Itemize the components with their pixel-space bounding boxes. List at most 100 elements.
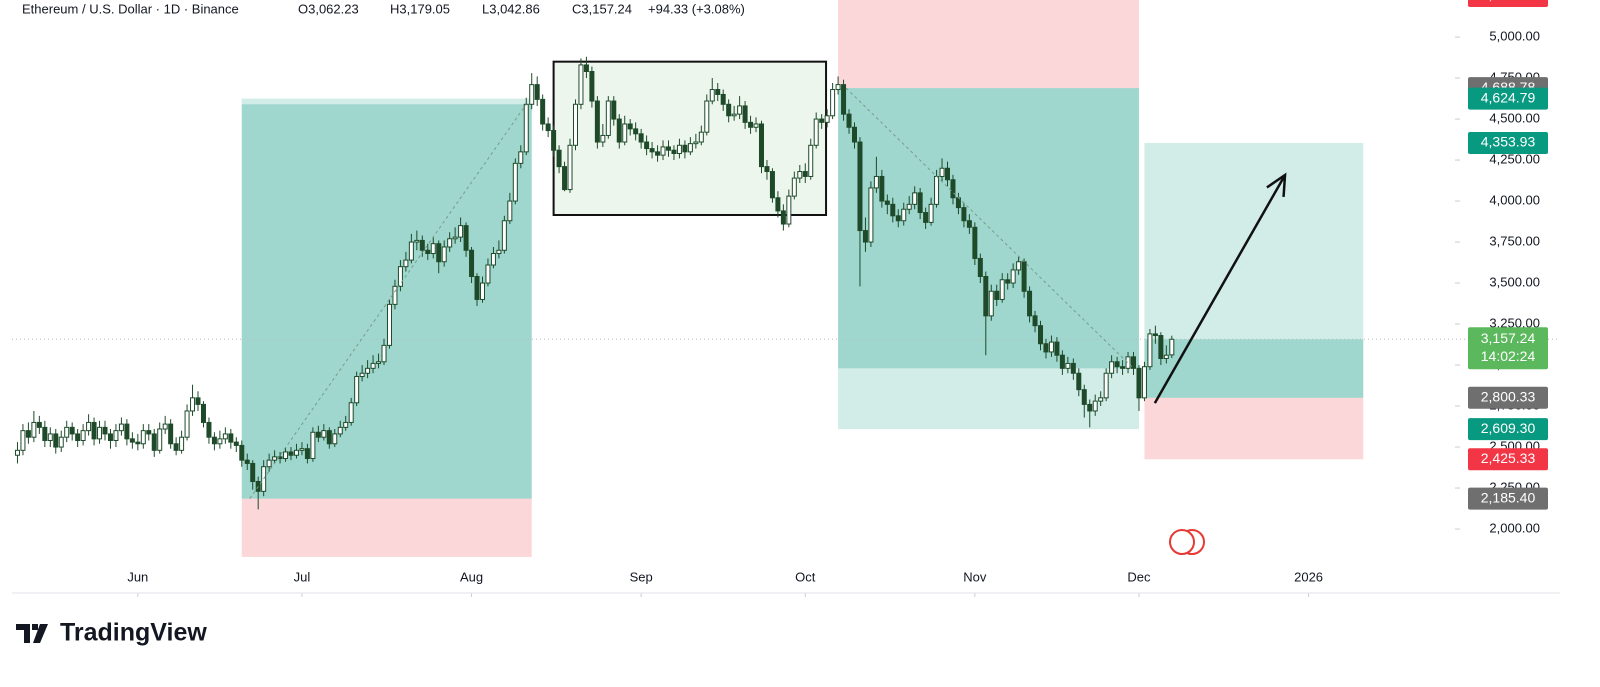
candle-body xyxy=(562,166,568,191)
candle-body xyxy=(731,113,737,117)
candle-body xyxy=(1059,354,1065,369)
candle-body xyxy=(797,171,803,179)
candle-body xyxy=(233,441,239,446)
target-zone xyxy=(838,88,1139,430)
candle-body xyxy=(999,279,1005,300)
price-label-box xyxy=(1468,386,1548,409)
progress-zone xyxy=(838,88,1139,369)
candle-body xyxy=(1169,338,1175,356)
candle-body xyxy=(715,89,721,95)
candle-body xyxy=(605,100,611,136)
candle-body xyxy=(129,438,135,443)
candle-body xyxy=(266,459,272,468)
candle-body xyxy=(830,89,836,117)
price-label: 5,250.45 xyxy=(1481,0,1536,3)
candle-body xyxy=(184,410,190,438)
candle-body xyxy=(458,225,464,238)
brand-name: TradingView xyxy=(60,619,207,647)
candle-body xyxy=(332,433,338,445)
candle-body xyxy=(211,436,217,445)
candle-body xyxy=(47,433,53,441)
candle-body xyxy=(545,123,551,132)
candle-body xyxy=(906,203,912,210)
candle-body xyxy=(1054,341,1060,356)
candle-body xyxy=(151,433,157,451)
candle-body xyxy=(884,200,890,205)
candle-body xyxy=(851,126,857,143)
candle-body xyxy=(600,134,606,143)
candle-body xyxy=(791,177,797,197)
drawings xyxy=(12,0,1560,557)
candle-body xyxy=(802,171,808,177)
candle-body xyxy=(955,197,961,209)
candle-body xyxy=(660,146,666,156)
candle-body xyxy=(846,113,852,128)
candle-body xyxy=(1120,366,1126,369)
candle-body xyxy=(293,449,299,456)
candle-body xyxy=(819,118,825,123)
candle-body xyxy=(638,133,644,143)
candle-body xyxy=(507,200,513,222)
candle-body xyxy=(1038,325,1044,345)
candle-body xyxy=(447,238,453,248)
price-label-box xyxy=(1468,487,1548,510)
candle-body xyxy=(42,426,48,441)
candle-body xyxy=(1005,279,1011,284)
candle-body xyxy=(168,423,174,445)
candle-body xyxy=(124,423,130,440)
candle-body xyxy=(1163,354,1169,359)
candle-body xyxy=(179,436,185,451)
candle-body xyxy=(414,239,420,243)
price-label: 4,353.93 xyxy=(1481,134,1536,150)
candle-body xyxy=(359,372,365,378)
candle-body xyxy=(195,397,201,405)
candle-body xyxy=(813,118,819,146)
price-label-box xyxy=(1468,87,1548,110)
candle-body xyxy=(479,282,485,300)
candle-body xyxy=(20,430,26,451)
candle-body xyxy=(392,285,398,305)
candle-body xyxy=(91,421,97,440)
candle-body xyxy=(879,175,885,202)
candle-body xyxy=(857,141,863,232)
candle-body xyxy=(983,275,989,317)
candle-body xyxy=(977,257,983,277)
candle-body xyxy=(758,123,764,168)
candle-body xyxy=(950,179,956,199)
candle-body xyxy=(583,64,589,73)
legend-change: +94.33 (+3.08%) xyxy=(648,1,745,16)
candle-body xyxy=(808,144,814,177)
candle-body xyxy=(737,105,743,115)
candle-body xyxy=(1065,362,1071,369)
candle-body xyxy=(665,146,671,151)
stop-zone xyxy=(241,498,532,557)
candle-body xyxy=(687,143,693,153)
x-tick-label: Jul xyxy=(294,569,311,584)
candle-body xyxy=(53,433,59,448)
candle-body xyxy=(244,459,250,464)
candle-body xyxy=(627,123,633,130)
x-tick-label: Nov xyxy=(963,569,987,584)
candle-body xyxy=(704,100,710,133)
candle-body xyxy=(676,144,682,154)
candle-body xyxy=(556,149,562,168)
countdown: 14:02:24 xyxy=(1481,348,1536,364)
candle-body xyxy=(890,203,896,217)
price-label-box xyxy=(1468,0,1548,7)
candle-body xyxy=(764,166,770,173)
candles xyxy=(14,56,1175,510)
candle-body xyxy=(386,303,392,346)
candle-body xyxy=(80,430,86,441)
candle-body xyxy=(469,249,475,277)
candle-body xyxy=(376,361,382,364)
y-tick-label: 3,500.00 xyxy=(1489,274,1540,289)
candle-body xyxy=(365,367,371,374)
y-tick-label: 3,750.00 xyxy=(1489,233,1540,248)
candle-body xyxy=(288,451,294,456)
candle-body xyxy=(354,376,360,404)
candle-body xyxy=(901,208,907,222)
candle-body xyxy=(58,436,64,448)
candle-body xyxy=(228,433,234,443)
y-tick-label: 2,000.00 xyxy=(1489,520,1540,535)
candle-body xyxy=(86,421,92,432)
